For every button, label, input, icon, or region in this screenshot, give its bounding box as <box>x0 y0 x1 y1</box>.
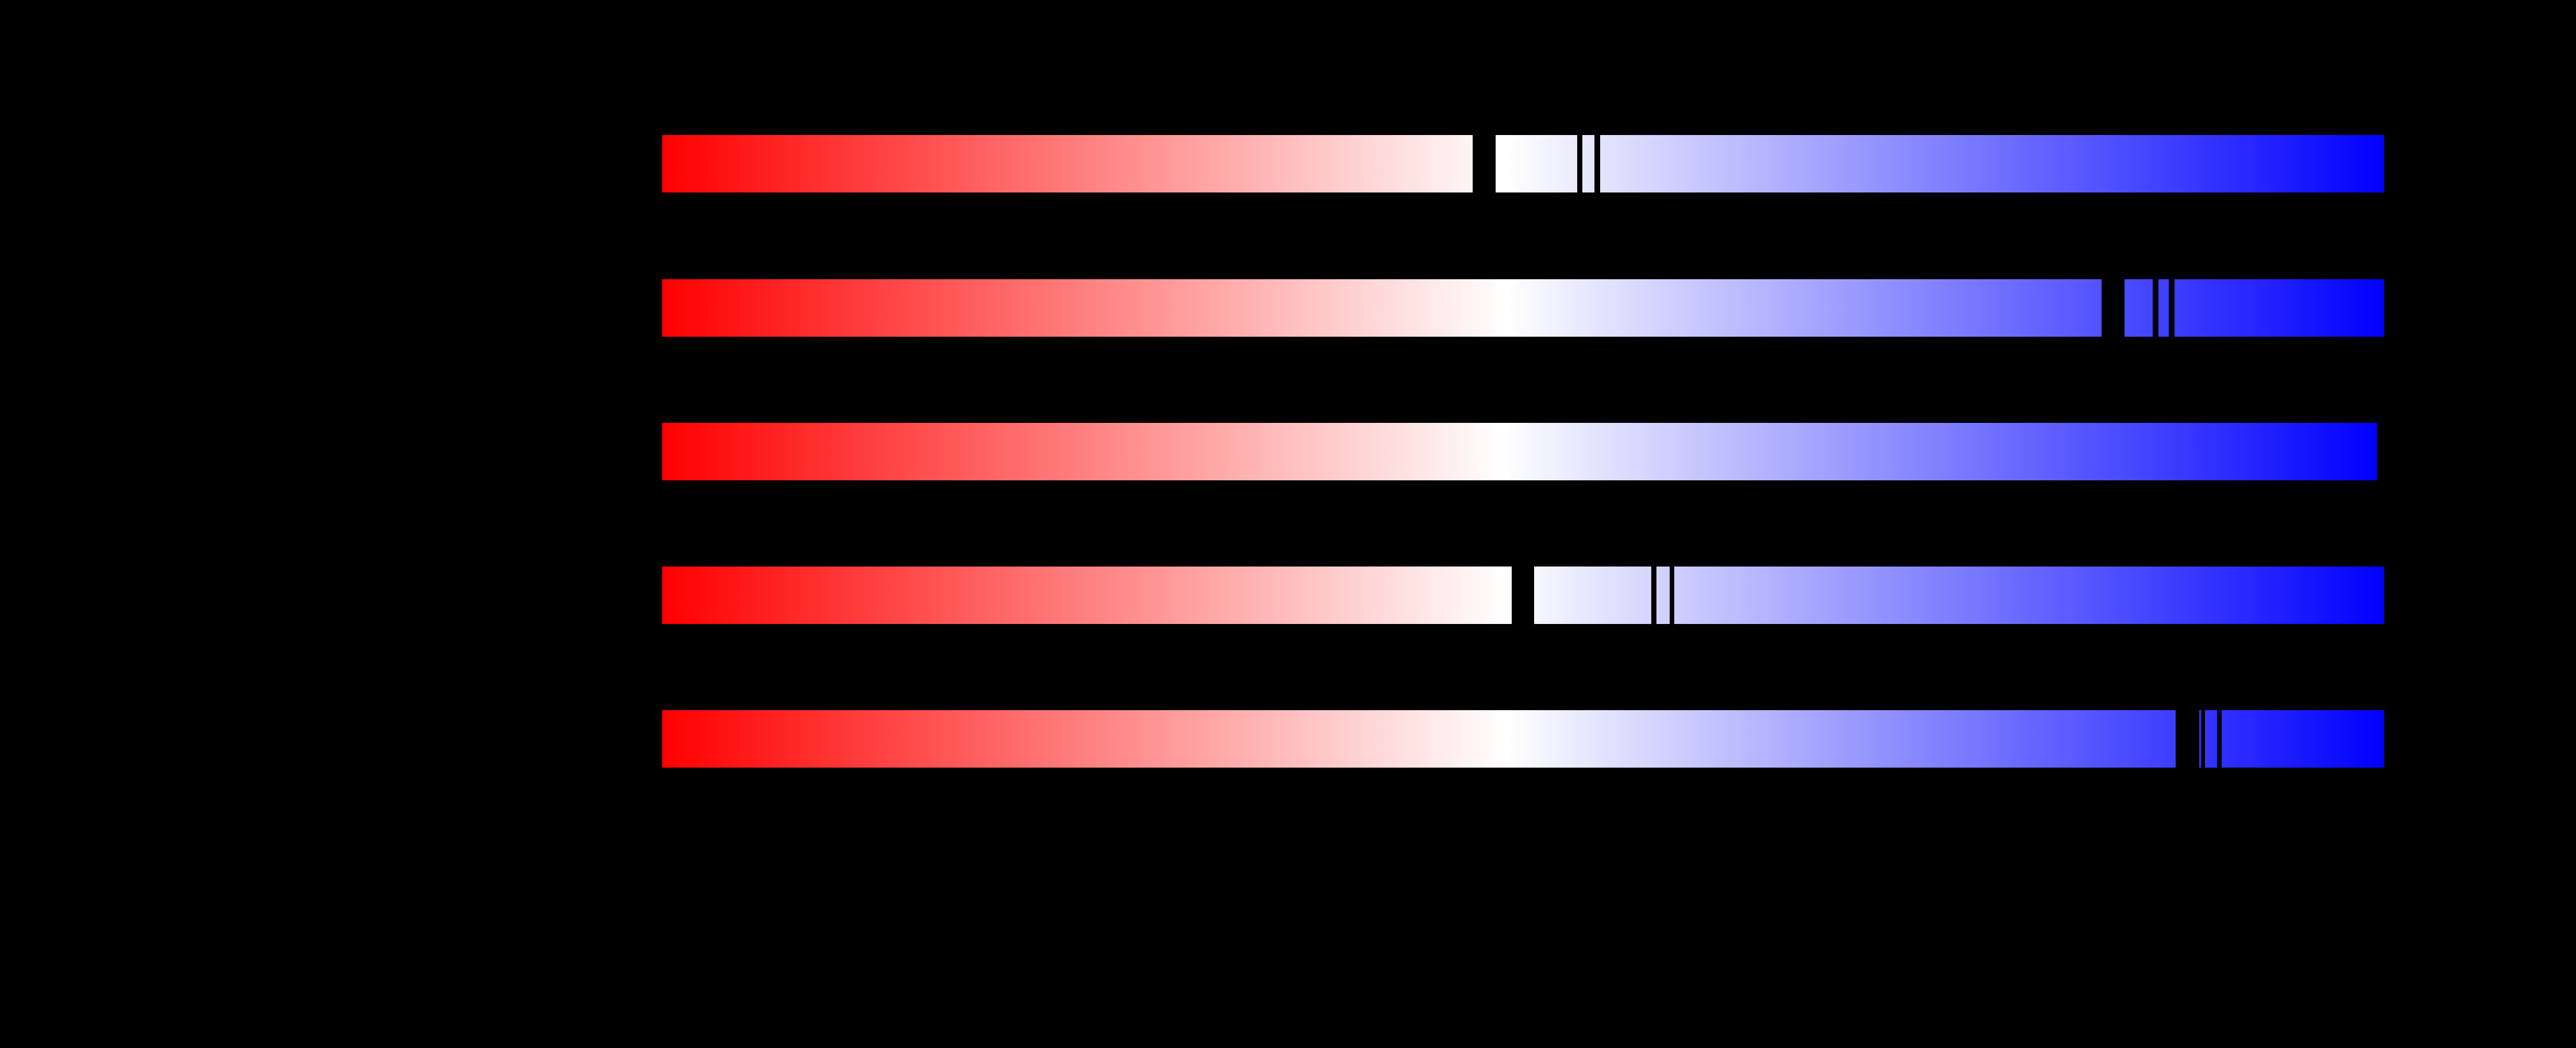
bar-marker-thin-line <box>2217 710 2222 768</box>
gradient-bar-bar-2 <box>662 279 2384 337</box>
gradient-bar-bar-1 <box>662 135 2384 192</box>
bar-marker-thin-line <box>1594 135 1600 192</box>
gradient-bar-bar-5 <box>662 710 2384 768</box>
bar-marker-thin-line <box>1577 135 1582 192</box>
gradient-bar-bar-4 <box>662 567 2384 624</box>
bar-marker-thin-line <box>2153 279 2158 337</box>
bar-marker-wide-gap <box>2102 279 2125 337</box>
bar-marker-thin-line <box>1651 567 1656 624</box>
bar-marker-wide-gap <box>1473 135 1496 192</box>
gradient-bar-bar-3 <box>662 423 2377 480</box>
bar-marker-wide-gap <box>2176 710 2199 768</box>
bar-marker-thin-line <box>2201 710 2205 768</box>
bar-marker-thin-line <box>1670 567 1674 624</box>
bar-marker-thin-line <box>2169 279 2175 337</box>
bar-marker-wide-gap <box>1512 567 1534 624</box>
